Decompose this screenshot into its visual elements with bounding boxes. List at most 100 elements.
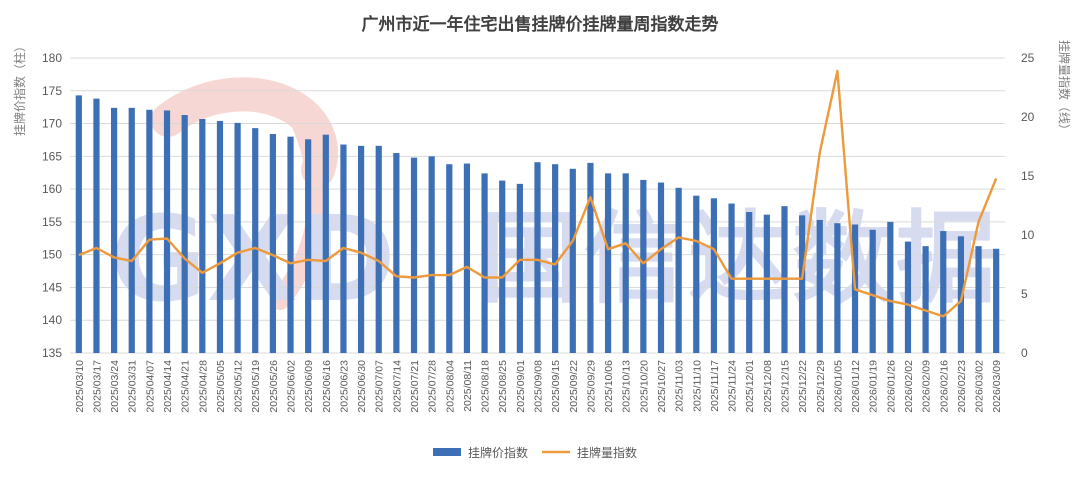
legend: 挂牌价指数 挂牌量指数 <box>433 445 637 460</box>
x-tick-label: 2025/11/17 <box>709 360 721 412</box>
x-tick-label: 2025/12/22 <box>797 360 809 413</box>
bar <box>604 173 612 353</box>
bar <box>234 122 241 354</box>
legend-label-price-index: 挂牌价指数 <box>468 445 528 460</box>
x-tick-label: 2025/04/07 <box>144 360 156 413</box>
left-tick-label: 165 <box>42 149 62 163</box>
x-tick-label: 2025/06/16 <box>321 360 333 413</box>
x-tick-label: 2026/01/19 <box>868 360 880 413</box>
left-tick-label: 155 <box>42 215 62 229</box>
bar <box>305 139 312 353</box>
x-tick-label: 2025/09/29 <box>585 360 597 413</box>
right-tick-label: 15 <box>1021 169 1035 183</box>
x-tick-label: 2025/04/28 <box>197 360 209 413</box>
x-tick-label: 2025/10/20 <box>638 360 650 413</box>
x-tick-label: 2026/02/02 <box>903 360 915 413</box>
x-tick-label: 2025/09/22 <box>568 360 580 413</box>
x-tick-label: 2025/10/27 <box>656 360 668 413</box>
bar <box>640 179 647 353</box>
x-axis-ticks: 2025/03/10 2025/03/17 2025/03/24 2025/03/31… <box>74 360 1003 413</box>
bar <box>569 168 576 353</box>
bar <box>410 157 418 353</box>
left-tick-label: 170 <box>42 117 62 131</box>
x-tick-label: 2025/09/01 <box>515 360 527 413</box>
left-tick-label: 175 <box>42 84 62 98</box>
bar <box>869 229 876 353</box>
x-tick-label: 2025/12/29 <box>815 360 827 413</box>
bar <box>975 246 982 353</box>
left-tick-label: 150 <box>42 248 62 262</box>
x-tick-label: 2025/09/08 <box>533 360 545 413</box>
bar <box>622 173 629 353</box>
bar <box>887 221 894 353</box>
bar <box>746 212 753 353</box>
bar <box>393 153 400 353</box>
x-tick-label: 2025/10/13 <box>621 360 633 413</box>
right-tick-label: 10 <box>1021 228 1035 242</box>
bar <box>834 223 841 353</box>
x-tick-label: 2025/12/08 <box>762 360 774 413</box>
legend-swatch-price-index <box>433 448 461 456</box>
bar <box>446 164 453 353</box>
bar <box>216 120 224 353</box>
x-tick-label: 2025/11/10 <box>691 360 703 412</box>
bar <box>75 95 82 353</box>
left-tick-label: 160 <box>42 182 62 196</box>
chart-title: 广州市近一年住宅出售挂牌价挂牌量周指数走势 <box>362 14 719 35</box>
x-tick-label: 2026/02/23 <box>956 360 968 413</box>
watermark-swoosh <box>151 77 338 187</box>
x-tick-label: 2025/06/02 <box>286 360 298 413</box>
x-tick-label: 2025/03/17 <box>92 360 104 413</box>
x-tick-label: 2025/12/01 <box>744 360 756 413</box>
x-tick-label: 2025/07/28 <box>427 360 439 413</box>
left-axis-ticks: 135 140 145 150 155 160 165 170 175 180 <box>42 51 62 360</box>
right-tick-label: 25 <box>1021 51 1035 65</box>
bar <box>287 136 294 353</box>
legend-label-volume-index: 挂牌量指数 <box>577 445 637 460</box>
x-tick-label: 2026/01/05 <box>832 360 844 413</box>
x-tick-label: 2025/05/05 <box>215 360 227 413</box>
bar <box>675 187 682 353</box>
bar <box>357 145 365 353</box>
x-tick-label: 2025/07/14 <box>391 360 403 413</box>
bar <box>481 173 488 353</box>
right-tick-label: 0 <box>1021 346 1028 360</box>
bar <box>111 107 118 353</box>
bar <box>904 241 912 353</box>
left-tick-label: 180 <box>42 51 62 65</box>
bar <box>957 236 964 353</box>
bar <box>499 180 506 353</box>
x-tick-label: 2026/01/12 <box>850 360 862 413</box>
bar <box>534 162 541 353</box>
bar <box>587 162 594 353</box>
x-tick-label: 2025/05/26 <box>268 360 280 413</box>
bar <box>763 214 770 353</box>
line-series-volume-index <box>78 69 998 318</box>
left-tick-label: 145 <box>42 280 62 294</box>
bar <box>922 246 929 353</box>
bar <box>552 164 559 353</box>
bar <box>128 107 135 353</box>
x-tick-label: 2025/07/21 <box>409 360 421 413</box>
bar <box>463 163 471 353</box>
left-tick-label: 135 <box>42 346 62 360</box>
x-tick-label: 2026/02/09 <box>921 360 933 413</box>
x-tick-label: 2025/06/30 <box>356 360 368 413</box>
x-tick-label: 2026/01/26 <box>885 360 897 413</box>
bar <box>375 145 382 353</box>
bar <box>269 134 276 353</box>
left-tick-label: 140 <box>42 313 62 327</box>
right-axis-title: 挂牌量指数（线） <box>1057 40 1072 136</box>
bar <box>199 118 206 353</box>
bar <box>940 231 947 353</box>
x-tick-label: 2026/03/02 <box>974 360 986 413</box>
x-tick-label: 2026/03/09 <box>991 360 1003 413</box>
bar <box>322 134 329 353</box>
x-tick-label: 2025/11/24 <box>727 360 739 412</box>
x-tick-label: 2025/08/11 <box>462 360 474 412</box>
x-tick-label: 2025/07/07 <box>374 360 386 413</box>
bar <box>799 215 806 353</box>
bar <box>428 156 435 353</box>
